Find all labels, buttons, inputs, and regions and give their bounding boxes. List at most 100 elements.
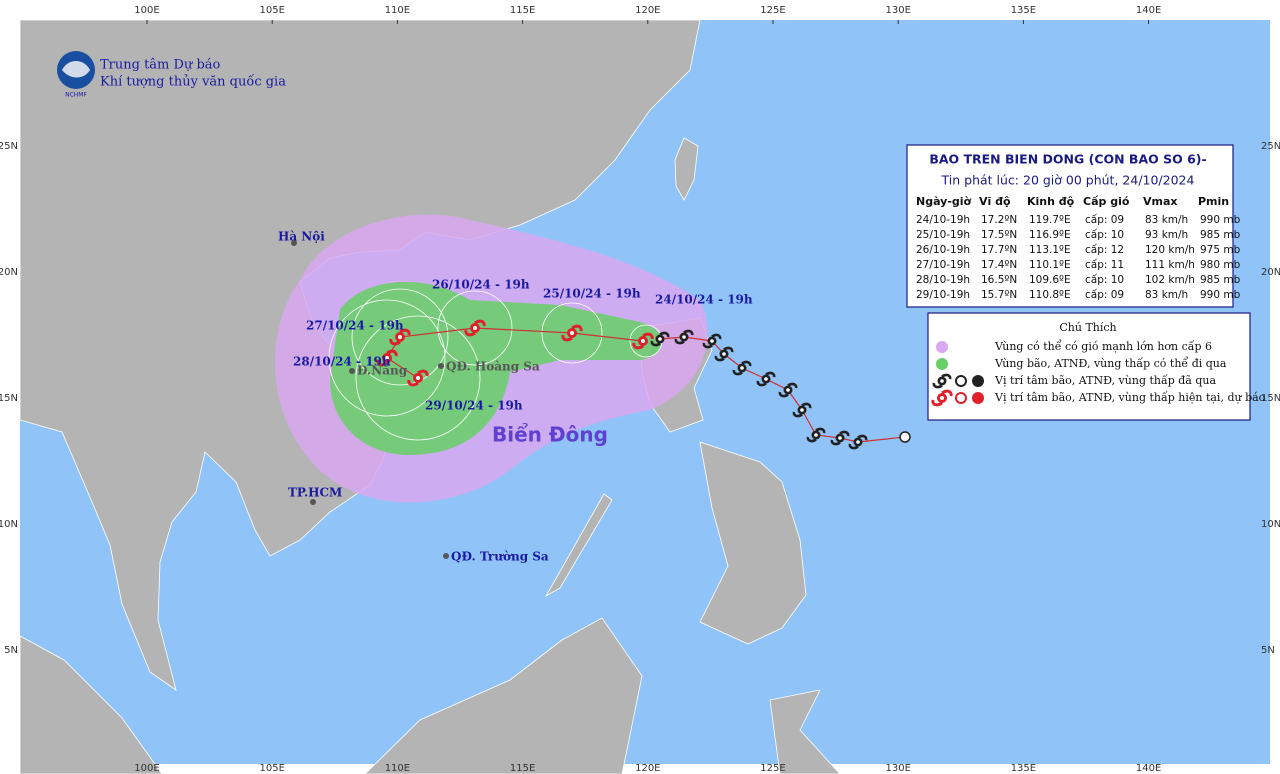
table-cell: 28/10-19h	[916, 274, 970, 286]
table-cell: 27/10-19h	[916, 259, 970, 271]
lat-label: 5N	[1261, 645, 1275, 656]
org-name: Trung tâm Dự báo	[100, 58, 221, 73]
forecast-label: 25/10/24 - 19h	[543, 287, 641, 301]
logo-text: NCHMF	[65, 92, 87, 99]
lon-label: 125E	[760, 763, 785, 774]
info-table: Ngày-giờ Vĩ độ Kinh độ Cấp gió Vmax Pmin 24/10…	[916, 195, 1241, 301]
table-cell: cấp: 12	[1085, 244, 1124, 256]
table-cell: cấp: 09	[1085, 289, 1124, 301]
legend-swatch	[936, 358, 948, 370]
lat-label: 5N	[4, 645, 18, 656]
lon-label: 120E	[635, 5, 660, 16]
lon-label: 115E	[510, 5, 535, 16]
table-cell: 16.5ºN	[981, 274, 1017, 286]
table-cell: 990 mb	[1200, 289, 1241, 301]
legend-swatch	[936, 341, 948, 353]
org-name: Khí tượng thủy văn quốc gia	[100, 74, 286, 90]
table-cell: 113.1ºE	[1029, 244, 1071, 256]
table-cell: cấp: 09	[1085, 214, 1124, 226]
forecast-label: 26/10/24 - 19h	[432, 278, 530, 292]
table-cell: 985 mb	[1200, 274, 1241, 286]
lon-label: 125E	[760, 5, 785, 16]
table-header: Kinh độ	[1027, 195, 1075, 208]
table-cell: 26/10-19h	[916, 244, 970, 256]
lat-label: 25N	[1261, 141, 1280, 152]
lon-label: 140E	[1136, 5, 1161, 16]
table-header: Pmin	[1198, 195, 1229, 208]
table-header: Ngày-giờ	[916, 195, 972, 208]
legend-item: Vị trí tâm bão, ATNĐ, vùng thấp đã qua	[994, 374, 1216, 387]
info-issued: Tin phát lúc: 20 giờ 00 phút, 24/10/2024	[941, 173, 1195, 188]
table-cell: 110.8ºE	[1029, 289, 1071, 301]
table-cell: 110.1ºE	[1029, 259, 1071, 271]
legend-item: Vùng có thể có gió mạnh lớn hơn cấp 6	[994, 339, 1212, 353]
track	[376, 319, 911, 450]
table-cell: 102 km/h	[1145, 274, 1195, 286]
table-cell: 24/10-19h	[916, 214, 970, 226]
lon-label: 135E	[1011, 763, 1036, 774]
table-header: Vĩ độ	[979, 195, 1011, 208]
cities	[291, 240, 449, 559]
table-cell: 980 mb	[1200, 259, 1241, 271]
lon-label: 110E	[385, 763, 410, 774]
legend-item: Vùng bão, ATNĐ, vùng thấp có thể đi qua	[994, 356, 1227, 370]
table-cell: 120 km/h	[1145, 244, 1195, 256]
table-cell: cấp: 10	[1085, 229, 1124, 241]
table-cell: 17.7ºN	[981, 244, 1017, 256]
lon-label: 105E	[259, 5, 284, 16]
lon-label: 130E	[885, 5, 910, 16]
table-cell: 17.2ºN	[981, 214, 1017, 226]
lon-label: 110E	[385, 5, 410, 16]
place-label: QĐ. Trường Sa	[451, 550, 549, 564]
info-title: BAO TREN BIEN DONG (CON BAO SO 6)-	[929, 152, 1206, 167]
forecast-label: 27/10/24 - 19h	[306, 319, 404, 333]
table-header: Vmax	[1143, 195, 1178, 208]
legend-item: Vị trí tâm bão, ATNĐ, vùng thấp hiện tại…	[994, 391, 1266, 404]
table-header: Cấp gió	[1083, 195, 1130, 208]
table-cell: 109.6ºE	[1029, 274, 1071, 286]
lat-label: 10N	[0, 519, 18, 530]
table-cell: 83 km/h	[1145, 214, 1188, 226]
sea-label: Biển Đông	[492, 423, 608, 447]
lon-label: 100E	[134, 763, 159, 774]
lat-label: 15N	[1261, 393, 1280, 404]
legend-title: Chú Thích	[1059, 321, 1116, 334]
lon-label: 105E	[259, 763, 284, 774]
table-cell: 25/10-19h	[916, 229, 970, 241]
place-label: Đ.Nẵng	[357, 363, 408, 378]
lon-label: 115E	[510, 763, 535, 774]
table-cell: 975 mb	[1200, 244, 1241, 256]
table-cell: 990 mb	[1200, 214, 1241, 226]
place-label: QĐ. Hoàng Sa	[446, 360, 540, 374]
lat-label: 20N	[0, 267, 18, 278]
table-cell: 119.7ºE	[1029, 214, 1071, 226]
lat-label: 10N	[1261, 519, 1280, 530]
forecast-label: 29/10/24 - 19h	[425, 399, 523, 413]
lon-label: 140E	[1136, 763, 1161, 774]
lon-label: 100E	[134, 5, 159, 16]
lon-label: 120E	[635, 763, 660, 774]
table-cell: 17.5ºN	[981, 229, 1017, 241]
lon-label: 130E	[885, 763, 910, 774]
logo: NCHMF	[57, 51, 95, 99]
info-box	[906, 144, 1234, 308]
legend-swatch	[931, 373, 984, 407]
place-label: TP.HCM	[288, 486, 342, 500]
table-cell: cấp: 10	[1085, 274, 1124, 286]
table-cell: 17.4ºN	[981, 259, 1017, 271]
table-cell: 111 km/h	[1145, 259, 1195, 271]
forecast-label: 24/10/24 - 19h	[655, 293, 753, 307]
lat-label: 20N	[1261, 267, 1280, 278]
table-cell: 985 mb	[1200, 229, 1241, 241]
table-cell: cấp: 11	[1085, 259, 1124, 271]
axes: 100E 100E 105E 105E 110E 110E 115E 115E 120E 120E…	[0, 5, 1280, 774]
forecast-label: 28/10/24 - 19h	[293, 355, 391, 369]
table-cell: 15.7ºN	[981, 289, 1017, 301]
table-cell: 93 km/h	[1145, 229, 1188, 241]
table-cell: 29/10-19h	[916, 289, 970, 301]
lat-label: 15N	[0, 393, 18, 404]
lon-label: 135E	[1011, 5, 1036, 16]
lat-label: 25N	[0, 141, 18, 152]
table-cell: 83 km/h	[1145, 289, 1188, 301]
